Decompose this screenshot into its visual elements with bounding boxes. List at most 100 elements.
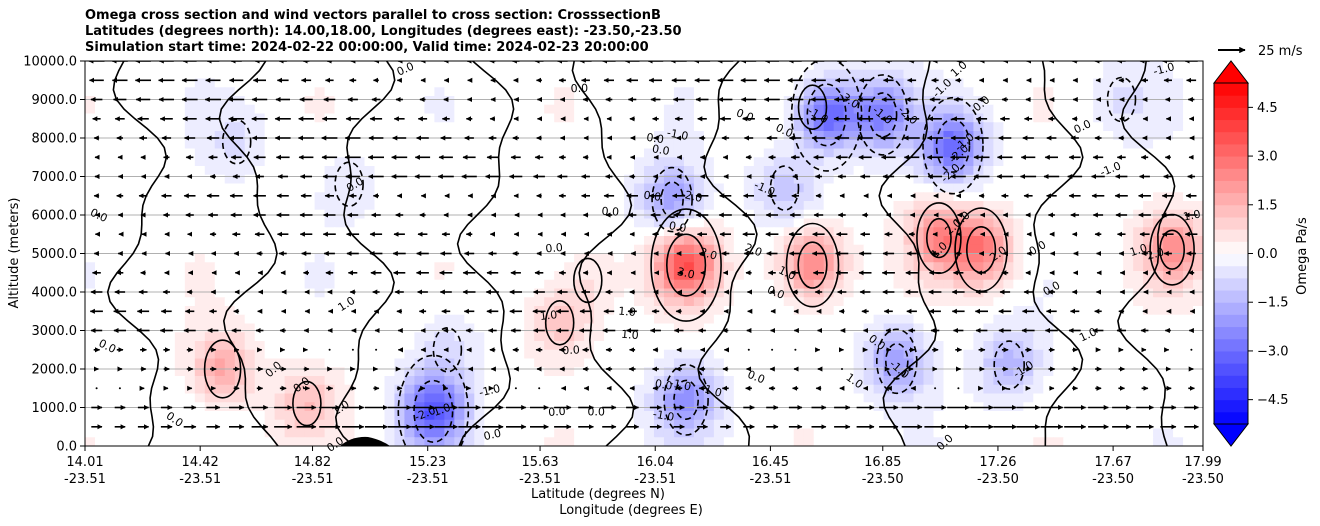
omega-cell [1053,148,1064,158]
omega-cell [693,244,705,255]
omega-cell [683,384,695,395]
omega-cell [284,384,296,395]
omega-cell [184,61,196,71]
omega-cell [713,253,725,263]
omega-cell [1023,78,1034,88]
omega-cell [1113,166,1124,176]
omega-cell [973,192,984,202]
omega-cell [1153,192,1164,202]
omega-cell [604,122,615,132]
omega-cell [733,209,745,220]
omega-cell [534,376,545,386]
omega-cell [264,166,276,176]
omega-cell [723,306,735,316]
omega-cell [813,148,825,158]
omega-cell [264,271,276,281]
omega-cell [733,411,745,421]
omega-cell [753,227,765,237]
omega-cell [1123,209,1134,220]
omega-cell [853,183,865,193]
omega-cell [184,279,196,290]
omega-cell [214,218,226,228]
omega-cell [993,297,1004,307]
omega-cell [534,262,545,272]
omega-cell [1133,341,1144,351]
omega-cell [753,279,765,290]
omega-cell [1033,192,1044,202]
omega-cell [154,262,166,272]
omega-cell [1113,113,1124,123]
omega-cell [124,96,136,106]
omega-cell [963,376,975,386]
omega-cell [314,306,326,316]
omega-cell [1093,437,1104,446]
omega-cell [1063,279,1074,290]
omega-cell [863,349,875,360]
omega-cell [833,69,845,80]
omega-cell [1003,288,1014,298]
omega-cell [584,174,595,185]
omega-cell [414,332,425,342]
omega-cell [1133,306,1144,316]
omega-cell [354,61,366,71]
omega-cell [893,166,905,176]
omega-cell [104,122,116,132]
omega-cell [604,218,615,228]
omega-cell [933,349,945,360]
omega-cell [164,236,176,246]
omega-cell [334,69,346,80]
omega-cell [793,87,805,97]
omega-cell [753,183,765,193]
omega-cell [414,428,425,438]
omega-cell [154,157,166,167]
omega-cell [534,244,545,255]
omega-cell [104,131,116,141]
omega-cell [913,157,925,167]
omega-cell [174,113,186,123]
omega-cell [823,69,835,80]
omega-cell [374,122,386,132]
omega-cell [1023,349,1034,360]
omega-cell [614,437,625,446]
omega-cell [1023,236,1034,246]
omega-cell [474,332,485,342]
omega-cell [953,419,965,430]
omega-cell [224,87,236,97]
omega-cell [953,297,965,307]
omega-cell [1093,148,1104,158]
omega-cell [94,297,106,307]
omega-cell [554,122,565,132]
omega-cell [334,148,346,158]
omega-cell [1003,201,1014,211]
omega-cell [783,183,795,193]
omega-cell [424,157,435,167]
omega-cell [514,358,525,368]
omega-cell [164,323,176,333]
omega-cell [624,437,635,446]
omega-cell [614,87,625,97]
omega-cell [843,122,855,132]
omega-cell [1033,174,1044,185]
omega-cell [1053,104,1064,115]
omega-cell [354,218,366,228]
omega-cell [1193,419,1203,430]
omega-cell [324,61,336,71]
omega-cell [873,148,885,158]
omega-cell [594,244,605,255]
omega-cell [823,244,835,255]
omega-cell [1043,341,1054,351]
omega-cell [723,323,735,333]
omega-cell [314,131,326,141]
omega-cell [214,376,226,386]
omega-cell [1063,227,1074,237]
omega-cell [124,113,136,123]
omega-cell [534,393,545,403]
omega-cell [1023,69,1034,80]
omega-cell [104,113,116,123]
omega-cell [554,253,565,263]
omega-cell [1133,227,1144,237]
omega-cell [134,349,146,360]
omega-cell [354,157,366,167]
wind-vectors [88,61,1199,430]
omega-cell [763,288,775,298]
